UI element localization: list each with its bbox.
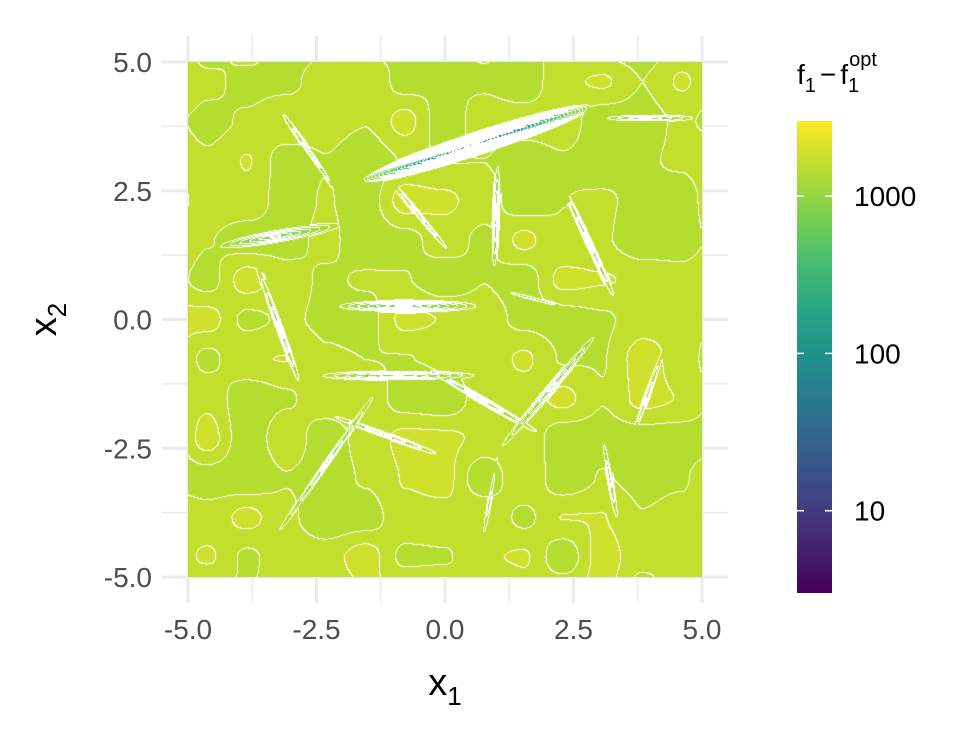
y-axis-title: x2 xyxy=(23,303,72,336)
y-tick-label: -2.5 xyxy=(104,433,152,464)
y-tick-label: 0.0 xyxy=(113,305,152,336)
x-axis-ticks: -5.0 -2.5 0.0 2.5 5.0 xyxy=(164,614,722,645)
x-tick-label: 5.0 xyxy=(683,614,722,645)
contour-raster xyxy=(188,62,702,577)
y-axis-ticks: -5.0 -2.5 0.0 2.5 5.0 xyxy=(104,47,152,593)
y-tick-label: 2.5 xyxy=(113,176,152,207)
contour-field xyxy=(188,62,702,577)
x-tick-label: 2.5 xyxy=(554,614,593,645)
x-tick-label: 0.0 xyxy=(426,614,465,645)
y-tick-label: 5.0 xyxy=(113,47,152,78)
x-tick-label: -5.0 xyxy=(164,614,212,645)
y-tick-label: -5.0 xyxy=(104,562,152,593)
legend-tick-label: 100 xyxy=(854,338,901,369)
legend-title: f1− f1opt xyxy=(797,49,877,97)
legend-tick-label: 1000 xyxy=(854,181,916,212)
color-legend: f1− f1opt 10 100 1000 xyxy=(797,49,916,593)
x-axis-title: x1 xyxy=(428,662,461,711)
legend-ticks: 10 100 1000 xyxy=(797,181,916,527)
legend-colorbar xyxy=(797,121,832,593)
x-tick-label: -2.5 xyxy=(292,614,340,645)
legend-tick-label: 10 xyxy=(854,496,885,527)
